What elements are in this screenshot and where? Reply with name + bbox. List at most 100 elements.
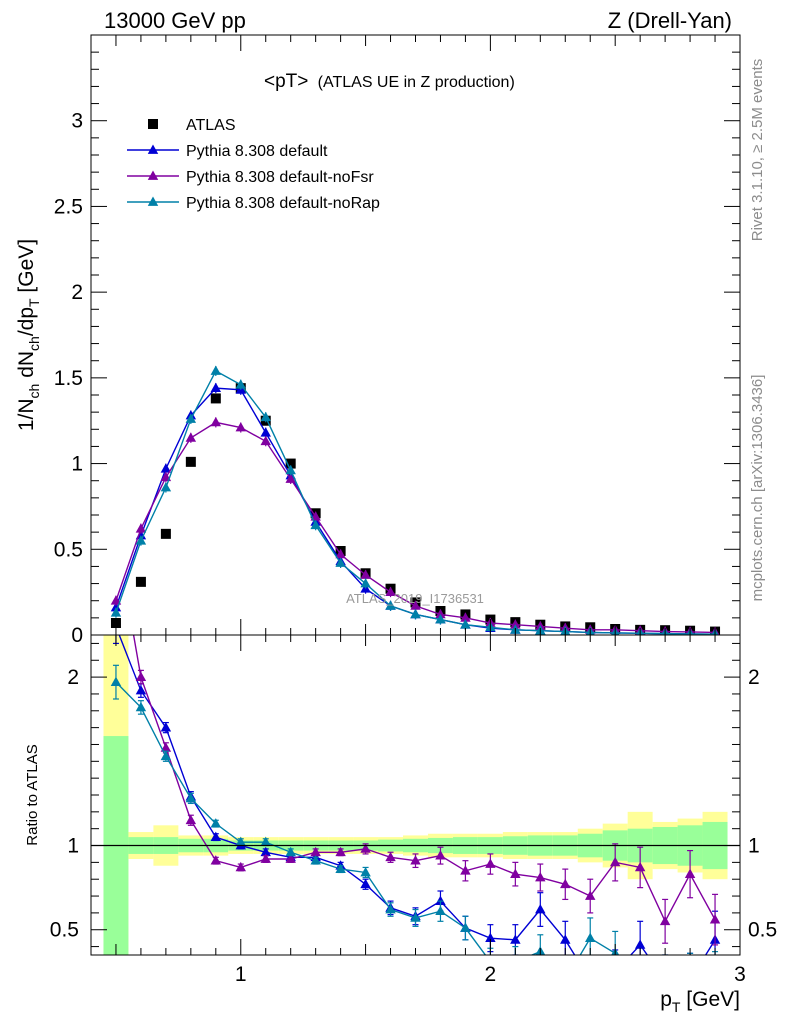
atlas-point (110, 618, 121, 628)
ratio-marker (435, 895, 446, 905)
ratio-marker (260, 846, 271, 857)
ratio-marker (210, 831, 222, 841)
y-tick-label: 0.5 (54, 538, 83, 561)
chart-title: <pT> (ATLAS UE in Z production) (264, 71, 515, 92)
ratio-axes: 1 2 30.5 0.51 12 2 (50, 634, 777, 986)
atlas-point (185, 456, 196, 467)
legend-marker-atlas (148, 119, 158, 129)
ratio-marker (510, 868, 521, 879)
x-tick-label: 3 (734, 963, 746, 986)
ratio-marker (235, 836, 246, 847)
ratio-marker (285, 846, 296, 857)
series-marker (435, 614, 446, 624)
series-marker (460, 612, 471, 622)
y-tick-label: 2 (71, 281, 83, 304)
ratio-plot-data (110, 635, 721, 984)
ratio-marker (385, 904, 396, 914)
y-tick-label: 1 (71, 453, 83, 476)
series-marker (185, 432, 197, 442)
y-tick-label: 0 (71, 624, 83, 647)
series-marker (460, 619, 471, 629)
ratio-marker (560, 934, 571, 944)
header-left: 13000 GeV pp (104, 8, 246, 33)
ratio-marker (684, 868, 696, 879)
ratio-marker (660, 975, 670, 984)
legend-label: Pythia 8.308 default-noRap (186, 195, 380, 212)
series-marker (285, 464, 296, 475)
ratio-marker (585, 932, 596, 943)
legend-marker (147, 144, 159, 154)
series-marker (435, 608, 446, 619)
ratio-marker (435, 905, 446, 916)
x-tick-label: 1 (235, 963, 247, 986)
rivet-text: Rivet 3.1.10, ≥ 2.5M events (749, 59, 766, 242)
ratio-marker (235, 861, 246, 872)
ratio-marker (609, 856, 621, 867)
ratio-marker (659, 915, 671, 926)
atlas-point (160, 528, 171, 539)
ratio-marker (635, 975, 645, 984)
ratio-ylabel-text: Ratio to ATLAS (24, 744, 41, 845)
ratio-marker (510, 956, 520, 965)
ratio-y-tick-label: 1 (67, 835, 79, 858)
ratio-marker (410, 912, 421, 922)
ratio-marker (485, 932, 496, 943)
header-right: Z (Drell-Yan) (608, 8, 732, 33)
ratio-marker (585, 890, 596, 900)
series-marker (260, 435, 271, 446)
legend: ATLAS Pythia 8.308 default Pythia 8.308 de… (127, 117, 380, 212)
ratio-marker (310, 855, 321, 865)
ratio-y-tick-label: 0.5 (50, 919, 79, 942)
series-marker (160, 463, 172, 473)
ratio-marker (360, 866, 371, 877)
series-marker (260, 427, 271, 437)
series-marker (335, 548, 346, 559)
series-marker (360, 569, 371, 579)
atlas-point (135, 576, 146, 587)
ratio-marker (634, 939, 646, 949)
ratio-y-tick-label-right: 0.5 (748, 919, 777, 942)
ratio-marker (260, 836, 271, 847)
ratio-marker (660, 975, 670, 984)
legend-marker (147, 196, 159, 206)
ratio-marker (385, 851, 396, 862)
mcplots-text: mcplots.cern.ch [arXiv:1306.3436] (749, 375, 766, 602)
ratio-marker (685, 975, 695, 984)
ratio-marker (535, 872, 546, 882)
ratio-marker (285, 853, 296, 863)
ratio-marker (135, 701, 147, 712)
ratio-marker (210, 855, 222, 865)
series-marker (110, 602, 122, 612)
ratio-marker (335, 863, 346, 873)
ratio-marker (585, 975, 595, 984)
y-tick-label: 3 (71, 110, 83, 133)
ratio-marker (210, 818, 222, 828)
series-marker (235, 379, 246, 389)
ratio-ylabel: Ratio to ATLAS (24, 744, 41, 845)
legend-marker (147, 170, 159, 180)
series-marker (210, 382, 222, 392)
main-ylabel: 1/Nch dNch/dpT [GeV] (15, 239, 42, 431)
ratio-marker (560, 878, 571, 889)
series-marker (235, 422, 246, 432)
x-axis-label: pT [GeV] (660, 988, 740, 1015)
ratio-series-line (118, 635, 716, 955)
ratio-y-tick-label: 2 (67, 666, 79, 689)
watermark: ATLAS_2019_I1736531 (346, 591, 484, 606)
series-marker (385, 586, 396, 596)
ratio-marker (610, 966, 620, 975)
ratio-marker (410, 855, 421, 865)
ratio-marker (360, 843, 371, 853)
atlas-point (210, 393, 221, 404)
main-axes: 0 0.5 1 1.5 2 2.5 3 (54, 34, 741, 647)
series-marker (385, 600, 396, 610)
series-marker (210, 365, 222, 375)
rivet-label: Rivet 3.1.10, ≥ 2.5M events (749, 59, 766, 242)
svg-text:1/Nch dNch/dpT [GeV]: 1/Nch dNch/dpT [GeV] (15, 239, 42, 431)
ratio-marker (160, 750, 172, 761)
series-marker (185, 413, 197, 423)
ratio-marker (110, 676, 122, 687)
ratio-marker (510, 934, 521, 944)
ratio-marker (485, 858, 496, 868)
